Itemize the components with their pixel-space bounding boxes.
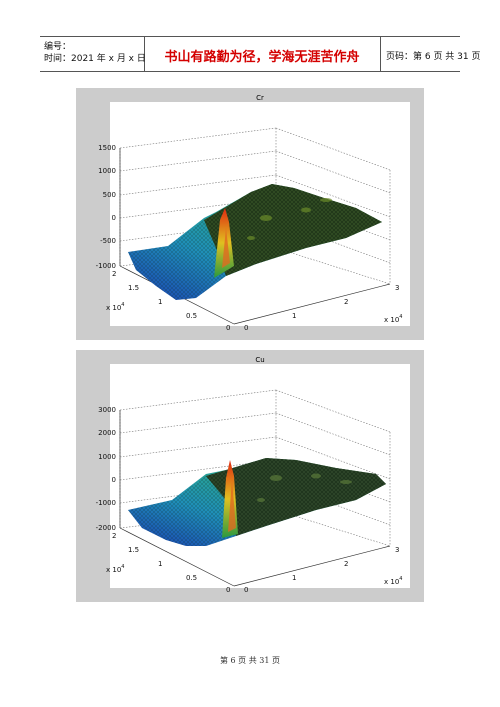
x-tick-label: 3 [395,284,399,292]
x-tick-label: 1 [292,312,296,320]
x-tick-label: 2 [344,298,348,306]
z-tick-label: 500 [103,191,116,199]
z-tick-label: 2000 [98,429,116,437]
y-tick-label: 0 [226,586,230,594]
figure-cr: Cr 1500 1000 500 0 -500 -1000 2 1.5 1 0.… [76,88,424,340]
x-tick-label: 2 [344,560,348,568]
figure-cu: Cu 3000 2000 1000 0 -1000 -2000 2 1.5 1 … [76,350,424,602]
axes-frame [119,410,391,587]
z-tick-label: 1500 [98,144,116,152]
z-tick-label: -2000 [96,524,116,532]
x-tick-label: 0 [244,586,248,594]
code-label: 编号： [44,42,72,52]
x-multiplier-label: x 104 [384,314,402,324]
surface-plot [128,458,386,546]
y-tick-label: 1.5 [128,546,139,554]
z-tick-label: -500 [100,237,116,245]
page-footer: 第 6 页 共 31 页 [220,656,280,665]
z-tick-label: 3000 [98,406,116,414]
y-tick-label: 1 [158,298,162,306]
y-tick-label: 1 [158,560,162,568]
y-tick-label: 2 [112,270,116,278]
y-multiplier-label: x 104 [106,564,124,574]
z-tick-label: -1000 [96,262,116,270]
x-tick-label: 3 [395,546,399,554]
figure-title: Cu [255,356,264,364]
x-tick-label: 0 [244,324,248,332]
y-tick-label: 0.5 [186,574,197,582]
z-tick-label: 0 [112,476,116,484]
x-tick-label: 1 [292,574,296,582]
figure-title: Cr [256,94,264,102]
y-tick-label: 0 [226,324,230,332]
z-tick-label: 1000 [98,453,116,461]
header-meta-cell: 编号： 时间：2021 年 x 月 x 日 [40,37,146,71]
z-tick-label: 1000 [98,167,116,175]
time-label: 时间：2021 年 x 月 x 日 [44,54,146,64]
header-page-cell: 页码：第 6 页 共 31 页 [380,37,480,71]
y-tick-label: 2 [112,532,116,540]
x-multiplier-label: x 104 [384,576,402,586]
z-tick-label: -1000 [96,499,116,507]
y-tick-label: 1.5 [128,284,139,292]
z-tick-label: 0 [112,214,116,222]
header-motto-cell: 书山有路勤为径，学海无涯苦作舟 [144,37,381,71]
surface-plot [128,184,382,300]
page-header: 编号： 时间：2021 年 x 月 x 日 书山有路勤为径，学海无涯苦作舟 页码… [40,36,480,72]
page-info: 页码：第 6 页 共 31 页 [386,52,481,62]
y-multiplier-label: x 104 [106,302,124,312]
motto-text: 书山有路勤为径，学海无涯苦作舟 [164,50,360,65]
y-tick-label: 0.5 [186,312,197,320]
